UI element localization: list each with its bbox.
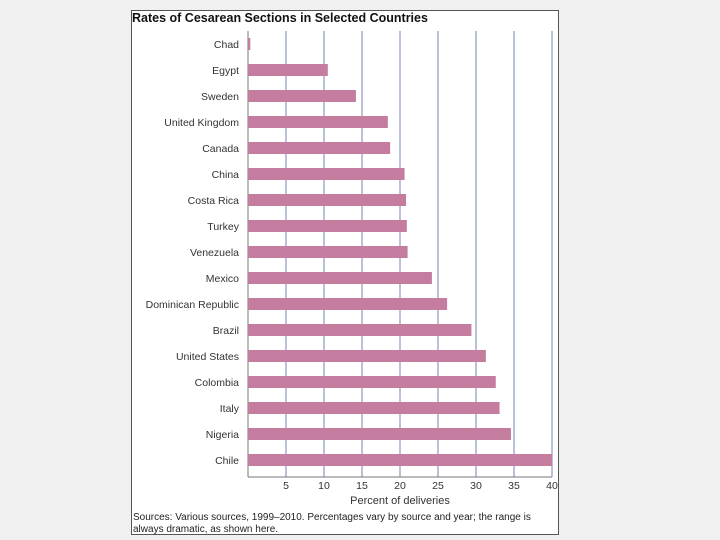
category-label: Venezuela — [190, 247, 239, 259]
bar — [248, 298, 448, 310]
bar — [248, 272, 432, 284]
bar — [248, 324, 472, 336]
bar — [248, 350, 486, 362]
x-axis-label: Percent of deliveries — [350, 495, 450, 507]
bar — [248, 90, 356, 102]
x-tick-label: 5 — [283, 480, 289, 492]
source-note: Sources: Various sources, 1999–2010. Per… — [133, 512, 531, 535]
category-label: Chad — [214, 39, 239, 51]
category-label: Costa Rica — [188, 195, 240, 207]
category-label: Mexico — [206, 273, 239, 285]
bar — [248, 402, 500, 414]
category-label: Chile — [215, 455, 239, 467]
bar-chart: Chad Egypt Sweden United Kingdom Canada China… — [146, 31, 558, 507]
category-label: Canada — [202, 143, 239, 155]
bar — [248, 376, 496, 388]
chart-card: Rates of Cesarean Sections in Selected C… — [131, 10, 559, 535]
category-label: Colombia — [195, 377, 240, 389]
x-tick-label: 10 — [318, 480, 330, 492]
bar — [248, 454, 552, 466]
x-tick-label: 35 — [508, 480, 520, 492]
category-label: Dominican Republic — [146, 299, 239, 311]
x-tick-label: 20 — [394, 480, 406, 492]
bar — [248, 142, 391, 154]
category-label: Nigeria — [206, 429, 239, 441]
bar — [248, 428, 511, 440]
chart-title: Rates of Cesarean Sections in Selected C… — [132, 11, 428, 25]
category-label: Brazil — [213, 325, 239, 337]
bar — [248, 246, 408, 258]
x-tick-label: 30 — [470, 480, 482, 492]
bar — [248, 220, 407, 232]
x-tick-label: 15 — [356, 480, 368, 492]
bar — [248, 194, 407, 206]
bar — [248, 64, 328, 76]
bar — [248, 38, 251, 50]
category-label: United Kingdom — [164, 117, 239, 129]
category-label: Sweden — [201, 91, 239, 103]
category-label: Italy — [220, 403, 240, 415]
category-label: China — [212, 169, 240, 181]
bar — [248, 116, 388, 128]
category-label: Turkey — [207, 221, 239, 233]
category-label: Egypt — [212, 65, 239, 77]
x-tick-label: 40 — [546, 480, 558, 492]
bar — [248, 168, 405, 180]
x-tick-label: 25 — [432, 480, 444, 492]
category-label: United States — [176, 351, 239, 363]
